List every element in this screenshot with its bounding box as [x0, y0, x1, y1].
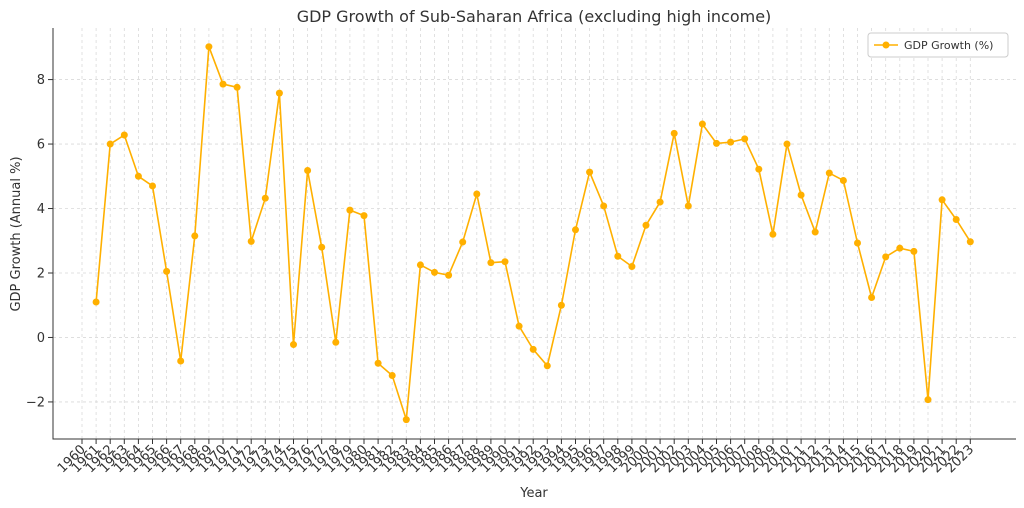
- data-point: [924, 396, 932, 404]
- data-point: [727, 138, 735, 146]
- x-axis-ticks: 1960196119621963196419651966196719681969…: [55, 439, 977, 476]
- data-point: [825, 169, 833, 177]
- y-tick-label: 2: [37, 266, 45, 281]
- y-tick-label: 0: [37, 331, 45, 346]
- data-point: [783, 140, 791, 148]
- data-point: [952, 215, 960, 223]
- data-point: [797, 191, 805, 199]
- data-point: [896, 244, 904, 252]
- data-point: [515, 322, 523, 330]
- data-point: [572, 226, 579, 234]
- data-point: [92, 298, 100, 306]
- data-point: [586, 168, 594, 176]
- data-point: [741, 135, 749, 143]
- data-point: [318, 243, 326, 251]
- legend-label: GDP Growth (%): [904, 39, 993, 52]
- data-point: [966, 238, 974, 246]
- data-point: [360, 212, 368, 220]
- legend-box: [867, 32, 1009, 58]
- data-point: [698, 120, 706, 128]
- data-point: [402, 416, 410, 424]
- data-point: [416, 261, 424, 269]
- data-point: [600, 202, 608, 210]
- grid: [53, 28, 1016, 439]
- y-tick-label: −2: [26, 395, 45, 410]
- y-axis-label: GDP Growth (Annual %): [9, 156, 24, 311]
- data-point: [149, 182, 156, 190]
- y-tick-label: 8: [37, 73, 45, 88]
- data-point: [614, 252, 622, 260]
- data-point: [275, 89, 283, 97]
- data-point: [543, 362, 551, 370]
- data-point: [388, 372, 396, 379]
- y-tick-label: 6: [37, 138, 45, 153]
- data-point: [120, 131, 128, 139]
- data-point: [233, 83, 241, 91]
- data-point: [656, 198, 664, 206]
- data-point: [106, 140, 114, 148]
- data-point: [628, 263, 636, 271]
- data-point: [191, 232, 199, 240]
- data-point: [529, 345, 537, 353]
- data-point: [431, 268, 438, 276]
- data-point: [769, 230, 777, 238]
- data-point: [684, 202, 692, 210]
- axis-lines: [52, 28, 1016, 440]
- data-point: [261, 194, 269, 202]
- x-axis-label: Year: [519, 486, 548, 501]
- data-point: [134, 172, 142, 180]
- y-tick-label: 4: [37, 202, 45, 217]
- data-point: [219, 80, 227, 88]
- data-point: [713, 139, 720, 147]
- chart-title: GDP Growth of Sub-Saharan Africa (exclud…: [297, 7, 772, 26]
- data-point: [839, 176, 847, 184]
- data-point: [290, 341, 297, 349]
- legend: GDP Growth (%): [867, 32, 1009, 58]
- data-point: [205, 43, 213, 51]
- data-point: [163, 267, 171, 275]
- data-point: [670, 129, 678, 137]
- data-point: [938, 196, 946, 204]
- y-axis-ticks: −2 0 2 4 6 8: [26, 73, 53, 410]
- data-point: [247, 237, 255, 245]
- data-point: [854, 239, 861, 247]
- data-point: [910, 247, 918, 255]
- data-point: [473, 190, 481, 198]
- data-point: [487, 259, 495, 267]
- data-point: [445, 271, 453, 279]
- data-point: [501, 258, 509, 266]
- data-point: [332, 338, 340, 346]
- data-point: [557, 301, 565, 309]
- data-point: [304, 166, 312, 174]
- data-point: [374, 359, 382, 367]
- data-point: [868, 293, 876, 301]
- data-point: [882, 253, 890, 261]
- data-point: [459, 238, 467, 246]
- series-layer: [92, 43, 974, 424]
- legend-point-marker: [882, 41, 890, 49]
- data-point: [642, 221, 650, 229]
- data-point: [346, 206, 354, 214]
- data-point: [177, 357, 185, 365]
- axes: [52, 28, 1016, 440]
- data-point: [811, 228, 819, 236]
- data-point: [755, 165, 763, 173]
